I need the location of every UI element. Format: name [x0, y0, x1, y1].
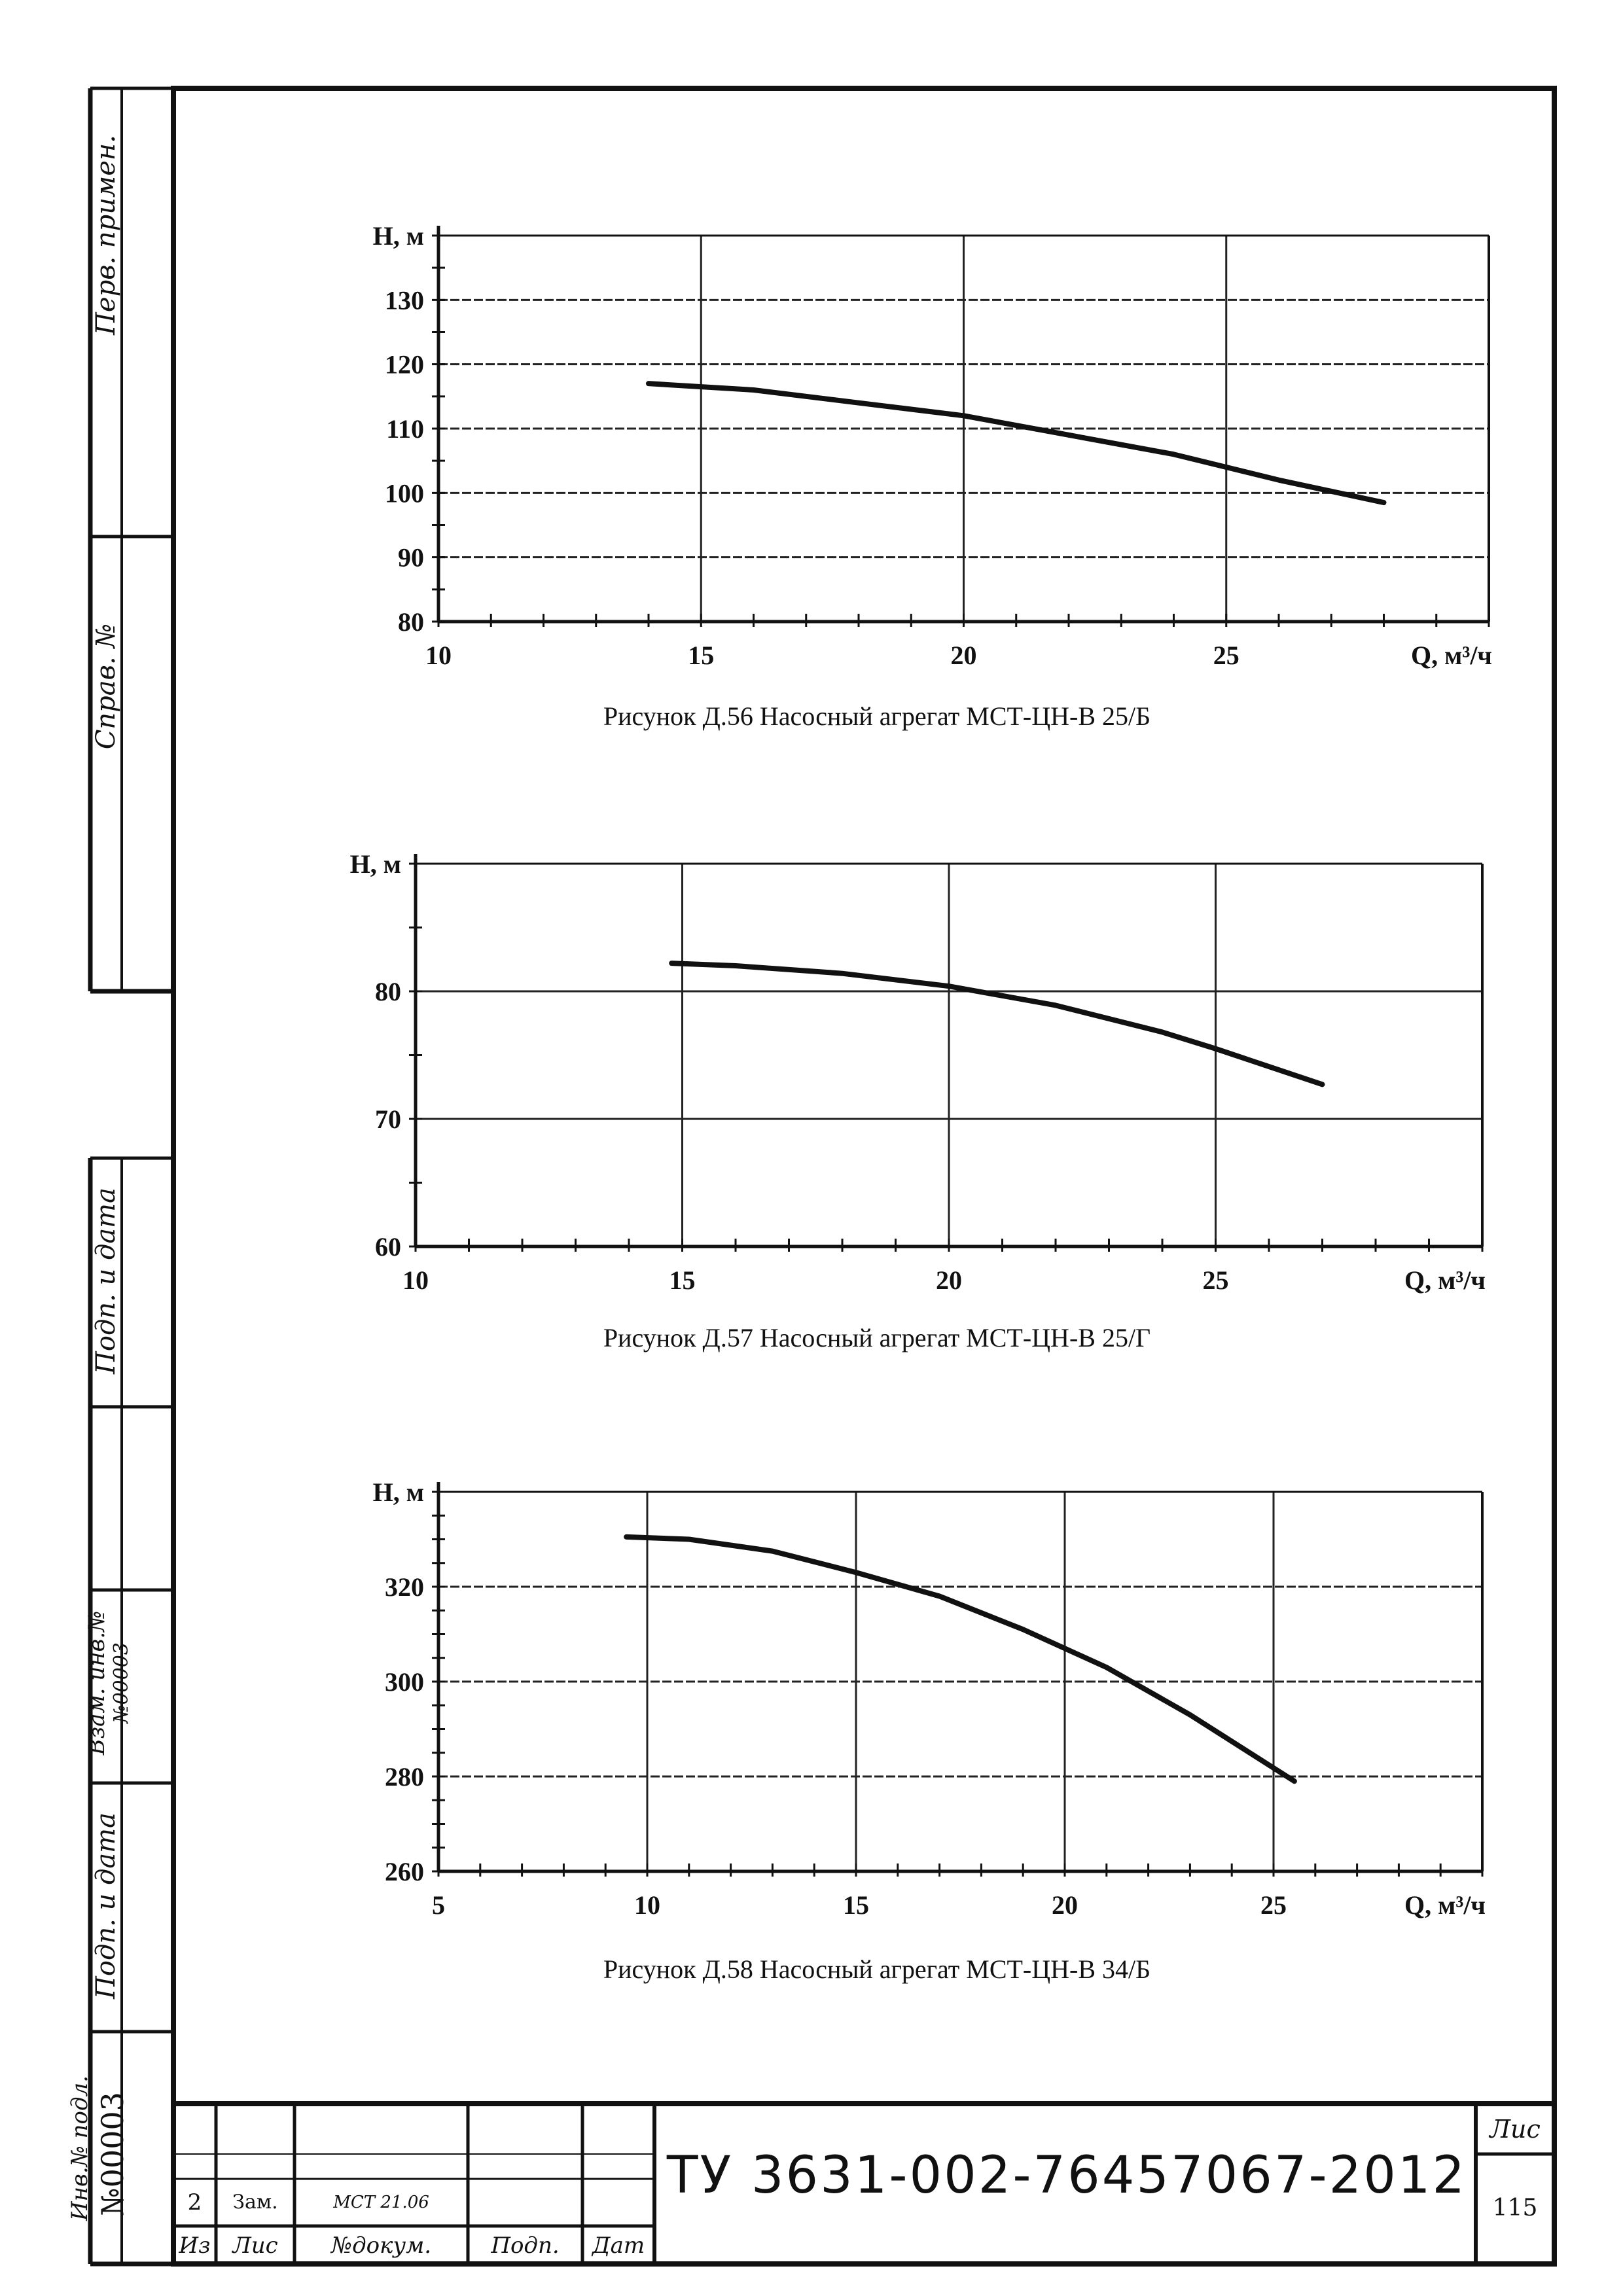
chart-d58-caption: Рисунок Д.58 Насосный агрегат МСТ-ЦН-В 3…	[603, 1954, 1151, 1984]
y-tick-label: 90	[398, 543, 424, 573]
rev-doc: МСТ 21.06	[333, 2193, 429, 2212]
chart-0-group: 80 90 100 110 120 130 Н, м 10 15 20 25 Q, м³/ч	[373, 221, 1492, 670]
x-tick-label: 10	[425, 641, 452, 670]
sheet-label: Лис	[1489, 2115, 1541, 2144]
series-line-h-q	[669, 961, 1325, 1087]
header-dokum: №докум.	[330, 2233, 432, 2259]
series-line-h-q	[646, 381, 1387, 506]
y-axis-label: Н, м	[373, 1477, 424, 1507]
series-line-h-q	[624, 1534, 1297, 1784]
x-tick-label: 20	[951, 641, 977, 670]
x-axis-label: Q, м³/ч	[1411, 641, 1492, 670]
x-tick-label: 20	[936, 1265, 962, 1295]
y-axis-label: Н, м	[350, 849, 401, 879]
y-tick-label: 120	[385, 350, 424, 380]
x-tick-label: 5	[432, 1890, 445, 1920]
y-tick-label: 70	[375, 1104, 401, 1134]
x-tick-label: 25	[1203, 1265, 1229, 1295]
y-tick-label: 260	[385, 1857, 424, 1886]
y-tick-label: 320	[385, 1572, 424, 1602]
x-tick-label: 10	[402, 1265, 429, 1295]
sheet-number: 115	[1492, 2195, 1538, 2221]
y-tick-label: 110	[386, 414, 424, 444]
x-tick-label: 15	[688, 641, 714, 670]
header-dat: Дат	[592, 2233, 645, 2259]
x-tick-label: 15	[843, 1890, 869, 1920]
y-tick-label: 100	[385, 478, 424, 508]
y-tick-label: 130	[385, 285, 424, 315]
x-tick-label: 25	[1260, 1890, 1287, 1920]
header-lis: Лис	[232, 2233, 278, 2259]
y-tick-label: 80	[398, 607, 424, 637]
y-tick-label: 60	[375, 1232, 401, 1262]
y-tick-label: 80	[375, 977, 401, 1006]
chart-d56-caption: Рисунок Д.56 Насосный агрегат МСТ-ЦН-В 2…	[603, 701, 1151, 731]
x-axis-label: Q, м³/ч	[1404, 1265, 1486, 1295]
header-podp: Подп.	[491, 2233, 560, 2259]
chart-2-group: 260 280 300 320 Н, м 5 10 15 20 25 Q, м³/ч	[373, 1477, 1486, 1920]
y-axis-label: Н, м	[373, 221, 424, 251]
rev-type: Зам.	[232, 2191, 278, 2214]
header-iz: Из	[179, 2233, 211, 2259]
x-tick-label: 20	[1052, 1890, 1078, 1920]
y-tick-label: 300	[385, 1667, 424, 1697]
x-tick-label: 10	[634, 1890, 660, 1920]
rev-number: 2	[187, 2189, 202, 2216]
chart-d57-caption: Рисунок Д.57 Насосный агрегат МСТ-ЦН-В 2…	[603, 1323, 1151, 1352]
x-axis-label: Q, м³/ч	[1404, 1890, 1486, 1920]
y-tick-label: 280	[385, 1762, 424, 1792]
document-code: ТУ 3631-002-76457067-2012	[666, 2146, 1467, 2205]
x-tick-label: 15	[669, 1265, 696, 1295]
x-tick-label: 25	[1213, 641, 1240, 670]
chart-1-group: 60 70 80 Н, м 10 15 20 25 Q, м³/ч	[350, 849, 1486, 1295]
